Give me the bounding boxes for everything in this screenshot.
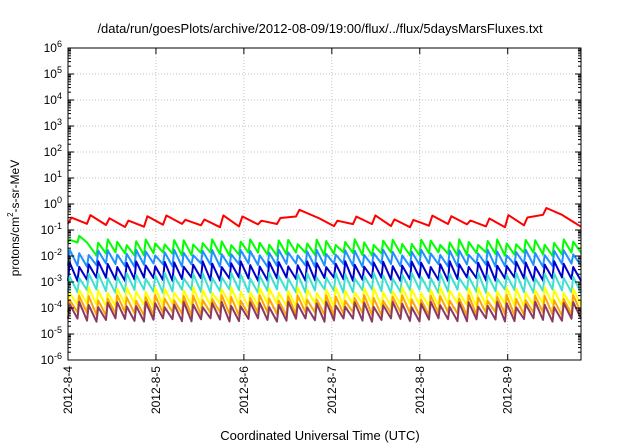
x-tick-label: 2012-8-8 <box>413 366 427 414</box>
series-layer <box>67 207 582 323</box>
series-line <box>67 207 582 229</box>
y-tick-label: 100 <box>44 195 62 211</box>
x-axis-label: Coordinated Universal Time (UTC) <box>220 428 420 443</box>
y-tick-label: 10-4 <box>41 299 62 315</box>
series-line <box>67 271 582 294</box>
y-tick-label: 10-3 <box>41 273 62 289</box>
y-tick-label: 101 <box>44 169 62 185</box>
y-axis-label: protons/cm2-s-sr-MeV <box>6 159 22 277</box>
grid-layer <box>68 48 581 360</box>
y-tick-label: 10-2 <box>41 247 62 263</box>
series-line <box>67 260 582 282</box>
series-line <box>67 234 582 257</box>
axes-layer: 10-6 10-5 10-4 10-3 10-2 10-1 100 101 102 103 104 1… <box>41 39 581 414</box>
x-tick-label: 2012-8-5 <box>149 366 163 414</box>
y-tick-label: 102 <box>44 143 62 159</box>
series-line <box>67 248 582 268</box>
x-tick-label: 2012-8-7 <box>325 366 339 414</box>
x-tick-label: 2012-8-4 <box>61 366 75 414</box>
y-tick-label: 10-5 <box>41 325 62 341</box>
chart-title: /data/run/goesPlots/archive/2012-08-09/1… <box>97 21 543 36</box>
y-tick-label: 10-6 <box>41 351 62 367</box>
y-tick-label: 106 <box>44 39 62 55</box>
y-tick-label: 105 <box>44 65 62 81</box>
y-tick-label: 104 <box>44 91 62 107</box>
y-tick-label: 103 <box>44 117 62 133</box>
x-tick-label: 2012-8-9 <box>501 366 515 414</box>
x-tick-label: 2012-8-6 <box>237 366 251 414</box>
series-line <box>67 300 582 323</box>
y-tick-label: 10-1 <box>41 221 62 237</box>
